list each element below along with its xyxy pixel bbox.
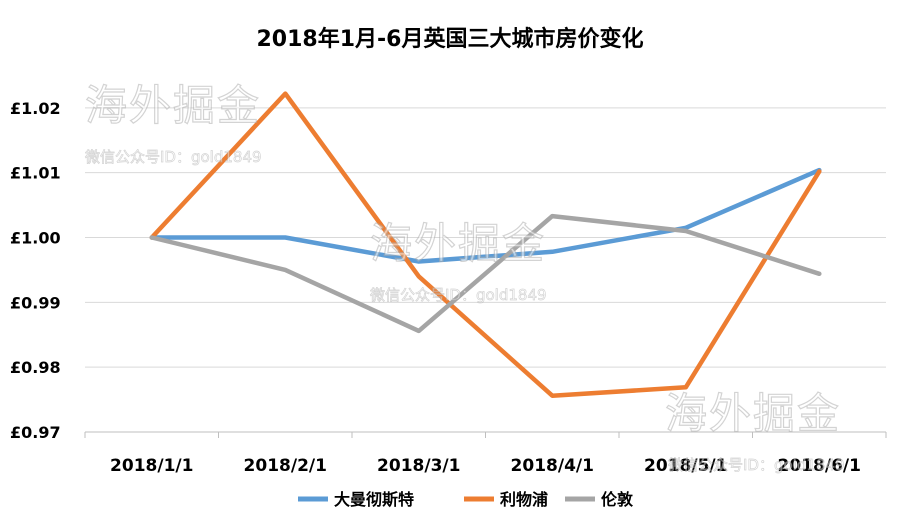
watermark: 海外掘金微信公众号ID：gold1849海外掘金微信公众号ID：gold1849… (84, 80, 845, 474)
x-tick-label: 2018/3/1 (377, 456, 460, 476)
x-tick-label: 2018/4/1 (511, 456, 594, 476)
watermark-wechat-id: 微信公众号ID：gold1849 (668, 456, 845, 474)
watermark-logo: 海外掘金 (665, 389, 841, 438)
chart-title: 2018年1月-6月英国三大城市房价变化 (257, 26, 644, 52)
watermark-logo: 海外掘金 (370, 219, 546, 268)
y-axis-tick-labels: £0.97 £0.98 £0.99 £1.00 £1.01 £1.02 (10, 99, 61, 442)
series-line-0 (149, 167, 822, 264)
x-tick-label: 2018/5/1 (644, 456, 727, 476)
series-line-1 (149, 91, 822, 398)
y-tick-label: £1.00 (10, 229, 61, 248)
y-tick-label: £1.01 (10, 164, 61, 183)
y-tick-label: £0.98 (10, 358, 61, 377)
legend-label: 大曼彻斯特 (334, 490, 414, 509)
legend-label: 伦敦 (601, 490, 634, 509)
series-lines (149, 91, 822, 398)
y-tick-label: £1.02 (10, 99, 61, 118)
x-axis-tick-labels: 2018/1/1 2018/2/1 2018/3/1 2018/4/1 2018/5/1… (110, 456, 861, 476)
x-tick-label: 2018/2/1 (244, 456, 327, 476)
watermark-wechat-id: 微信公众号ID：gold1849 (370, 286, 547, 304)
watermark-wechat-id: 微信公众号ID：gold1849 (85, 148, 262, 166)
series-line-2 (149, 213, 822, 334)
y-tick-label: £0.97 (10, 423, 61, 442)
y-tick-label: £0.99 (10, 293, 61, 312)
legend-label: 利物浦 (500, 490, 548, 509)
x-tick-label: 2018/1/1 (110, 456, 193, 476)
x-tick-label: 2018/6/1 (778, 456, 861, 476)
legend: 大曼彻斯特 利物浦 伦敦 (298, 490, 634, 509)
watermark-logo: 海外掘金 (85, 81, 261, 130)
